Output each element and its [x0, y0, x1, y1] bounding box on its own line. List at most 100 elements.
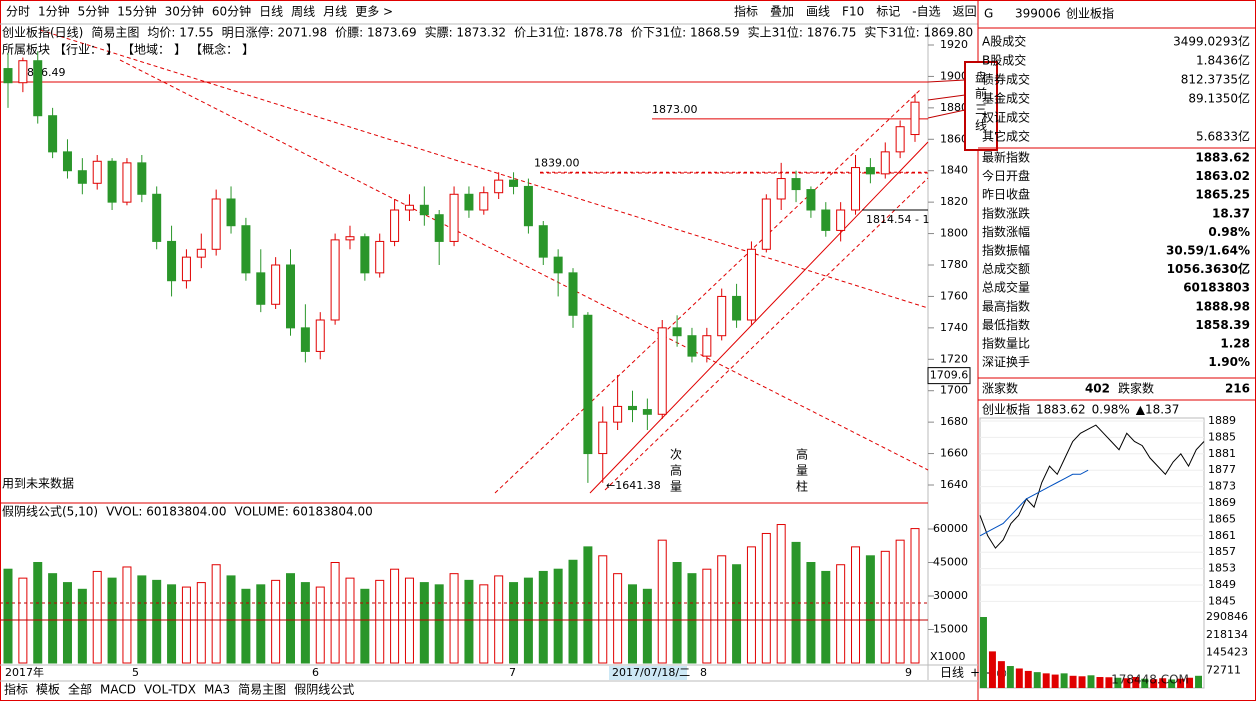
mini-title: 0.98%: [1092, 403, 1130, 417]
candle-body: [687, 335, 697, 357]
y-tick-label: 15000: [933, 623, 968, 636]
volume-bar: [687, 573, 697, 664]
annotation: 高: [670, 463, 682, 478]
mini-volume-bar: [1123, 678, 1131, 688]
candle-body: [33, 60, 43, 117]
quote-value: 1863.02: [1195, 169, 1250, 183]
toolbar-button[interactable]: 返回: [953, 5, 977, 19]
mini-tick-label: 1849: [1208, 578, 1236, 591]
candle-body: [509, 179, 519, 187]
tab[interactable]: 指标: [4, 682, 28, 697]
volume-bar: [271, 579, 281, 664]
current-price-box: [927, 367, 971, 385]
candle-body: [256, 272, 266, 305]
volume-bar: [77, 588, 87, 664]
tab[interactable]: MACD: [100, 683, 136, 697]
toolbar-button[interactable]: 标记: [876, 5, 900, 19]
volume-bar: [18, 577, 28, 664]
volume-bar: [330, 562, 340, 664]
tab[interactable]: -: [986, 666, 990, 680]
info-field: 均价: 17.55: [147, 26, 213, 40]
volume-bar: [672, 562, 682, 664]
quote-name: 指数涨幅: [982, 224, 1030, 239]
mini-volume-bar: [1159, 678, 1167, 688]
tab[interactable]: VOL-TDX: [144, 683, 196, 697]
candle-body: [92, 160, 102, 184]
toolbar-item[interactable]: 15分钟: [117, 4, 156, 19]
candle-body: [315, 319, 325, 352]
toolbar-item[interactable]: 1分钟: [38, 4, 70, 19]
volume-bar: [167, 584, 177, 664]
tab[interactable]: 简易主图: [238, 683, 286, 697]
volume-bar: [62, 582, 72, 664]
toolbar-button[interactable]: 叠加: [770, 5, 794, 19]
mini-volume-bar: [1042, 673, 1050, 688]
candle-body: [271, 264, 281, 305]
tab[interactable]: MA3: [204, 683, 230, 697]
mini-volume-bar: [1168, 679, 1176, 688]
quote-name: 最低指数: [982, 317, 1030, 332]
candle-body: [152, 193, 162, 242]
volume-bar: [3, 568, 13, 664]
toolbar-button[interactable]: 指标: [734, 4, 758, 19]
x-tick-label: 2017/07/18/二: [612, 666, 690, 679]
info-field: 实膘: 1873.32: [425, 25, 506, 40]
candle-body: [910, 101, 920, 136]
volume-bar: [122, 566, 132, 664]
date-highlight: [609, 666, 687, 680]
x-tick-label: 7: [509, 666, 516, 679]
quote-value: 18.37: [1212, 206, 1250, 220]
mini-volume-bar: [1087, 675, 1095, 688]
turnover-value: 89.1350亿: [1188, 91, 1250, 106]
mini-tick-label: 1845: [1208, 594, 1236, 607]
candle-body: [732, 295, 742, 321]
trend-line: [589, 141, 929, 494]
candle-body: [523, 185, 533, 227]
toolbar-item[interactable]: 月线: [323, 5, 347, 19]
toolbar-button[interactable]: 画线: [806, 5, 830, 19]
mini-tick-label: 1873: [1208, 480, 1236, 493]
tab[interactable]: 日线: [940, 666, 964, 680]
mini-volume-bar: [1105, 677, 1113, 688]
tab[interactable]: 模板: [36, 683, 60, 697]
toolbar-item[interactable]: 日线: [259, 5, 283, 19]
info-field: 价膘: 1873.69: [335, 26, 416, 40]
candle-body: [211, 198, 221, 250]
candle-body: [583, 314, 593, 455]
toolbar-button[interactable]: F10: [842, 5, 864, 19]
y-tick-label: 30000: [933, 589, 968, 602]
candle-body: [107, 160, 117, 203]
volume-bar: [92, 570, 102, 664]
candle-body: [657, 327, 667, 415]
toolbar-item[interactable]: 周线: [291, 5, 315, 19]
annotation: 高: [796, 447, 808, 462]
y-tick-label: 1760: [940, 289, 968, 302]
callout-arrow: [927, 79, 966, 119]
volume-bar: [464, 579, 474, 664]
tab[interactable]: +: [970, 666, 980, 680]
y-tick-label: 1780: [940, 258, 968, 271]
toolbar-button[interactable]: -自选: [912, 5, 940, 19]
tab[interactable]: 假阴线公式: [294, 683, 354, 697]
toolbar-item[interactable]: 更多 >: [355, 5, 393, 19]
candle-body: [538, 225, 548, 258]
toolbar-item[interactable]: 分时: [6, 5, 30, 19]
tab[interactable]: 全部: [68, 682, 92, 697]
callout-box: [964, 61, 998, 151]
volume-bar: [494, 575, 504, 664]
info-field: 实上31位: 1876.75: [748, 25, 857, 40]
toolbar-item[interactable]: 5分钟: [78, 4, 110, 19]
mini-volume-bar: [1096, 677, 1104, 688]
mini-vol-tick-label: 290846: [1206, 610, 1248, 623]
toolbar-item[interactable]: 30分钟: [165, 4, 204, 19]
toolbar-item[interactable]: 60分钟: [212, 4, 251, 19]
annotation: 盘: [975, 70, 987, 85]
candle-body: [62, 151, 72, 172]
info-field: 所属板块: [2, 43, 50, 57]
volume-bar: [286, 573, 296, 664]
volume-bar: [107, 577, 117, 664]
quote-name: 指数振幅: [982, 243, 1030, 258]
candle-body: [613, 405, 623, 423]
candle-body: [806, 189, 816, 211]
